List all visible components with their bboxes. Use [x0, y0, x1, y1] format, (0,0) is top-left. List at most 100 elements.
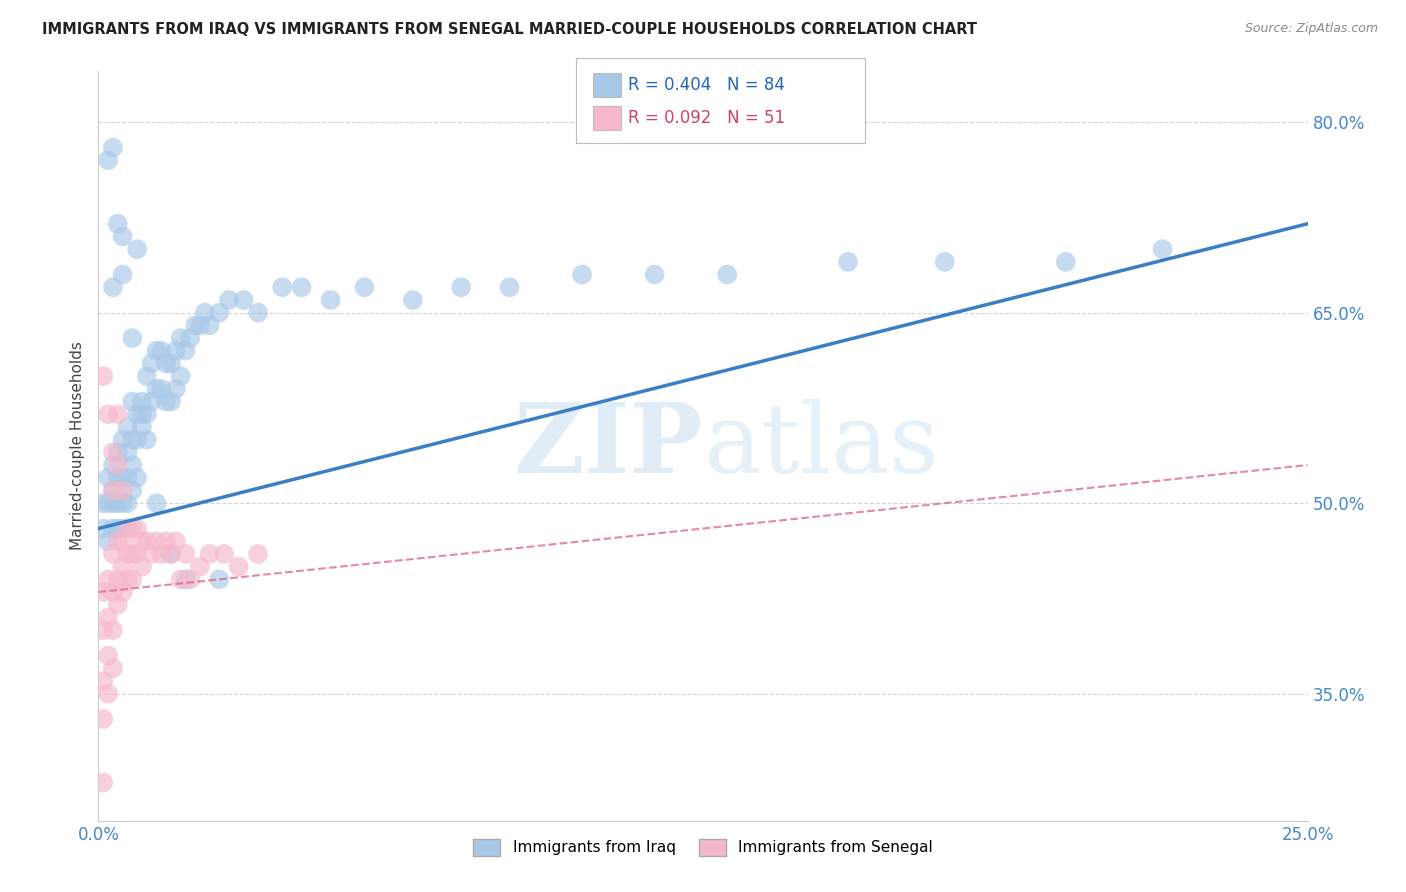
Point [127, 242, 149, 256]
Point [97, 572, 120, 586]
Point [174, 547, 197, 561]
Point [91, 775, 114, 789]
Point [97, 407, 120, 421]
Point [107, 534, 129, 549]
Point [107, 458, 129, 472]
Point [107, 217, 129, 231]
Point [97, 687, 120, 701]
Point [131, 394, 153, 409]
Point [101, 458, 124, 472]
Point [135, 433, 157, 447]
Point [127, 433, 149, 447]
Point [121, 572, 143, 586]
Point [121, 433, 143, 447]
Point [174, 572, 197, 586]
Point [131, 559, 153, 574]
Point [107, 471, 129, 485]
Text: R = 0.404   N = 84: R = 0.404 N = 84 [628, 76, 786, 94]
Point [131, 420, 153, 434]
Point [101, 547, 124, 561]
Point [1152, 242, 1174, 256]
Point [228, 559, 250, 574]
Point [101, 483, 124, 498]
Point [188, 318, 211, 333]
Point [135, 369, 157, 384]
Point [218, 293, 240, 307]
Point [247, 547, 270, 561]
Point [402, 293, 425, 307]
Point [101, 585, 124, 599]
Point [91, 369, 114, 384]
Point [131, 534, 153, 549]
Point [121, 394, 143, 409]
Point [150, 343, 173, 358]
Point [165, 382, 187, 396]
Point [271, 280, 294, 294]
Point [169, 369, 191, 384]
Point [135, 407, 157, 421]
Point [111, 471, 134, 485]
Point [121, 458, 143, 472]
Text: Source: ZipAtlas.com: Source: ZipAtlas.com [1244, 22, 1378, 36]
Text: ZIP: ZIP [513, 399, 703, 493]
Point [111, 483, 134, 498]
Point [127, 407, 149, 421]
Point [97, 153, 120, 168]
Point [169, 331, 191, 345]
Point [101, 623, 124, 637]
Point [165, 343, 187, 358]
Point [127, 471, 149, 485]
Point [498, 280, 520, 294]
Text: R = 0.092   N = 51: R = 0.092 N = 51 [628, 109, 786, 127]
Point [91, 623, 114, 637]
Text: IMMIGRANTS FROM IRAQ VS IMMIGRANTS FROM SENEGAL MARRIED-COUPLE HOUSEHOLDS CORREL: IMMIGRANTS FROM IRAQ VS IMMIGRANTS FROM … [42, 22, 977, 37]
Point [160, 547, 183, 561]
Point [1054, 255, 1077, 269]
Point [111, 559, 134, 574]
Point [117, 547, 139, 561]
Point [117, 572, 139, 586]
Point [107, 522, 129, 536]
Point [194, 306, 217, 320]
Point [644, 268, 666, 282]
Point [97, 471, 120, 485]
Point [107, 572, 129, 586]
Point [111, 522, 134, 536]
Point [353, 280, 375, 294]
Point [179, 331, 201, 345]
Point [117, 522, 139, 536]
Point [184, 318, 207, 333]
Point [716, 268, 738, 282]
Point [135, 534, 157, 549]
Point [450, 280, 472, 294]
Point [160, 394, 183, 409]
Point [121, 547, 143, 561]
Point [571, 268, 593, 282]
Point [107, 407, 129, 421]
Point [101, 522, 124, 536]
Point [150, 382, 173, 396]
Point [101, 280, 124, 294]
Point [145, 496, 167, 510]
Point [155, 394, 177, 409]
Point [155, 356, 177, 370]
Point [111, 433, 134, 447]
Point [127, 547, 149, 561]
Point [111, 268, 134, 282]
Point [232, 293, 254, 307]
Point [101, 445, 124, 459]
Point [121, 522, 143, 536]
Point [107, 598, 129, 612]
Point [188, 559, 211, 574]
Point [934, 255, 956, 269]
Point [121, 331, 143, 345]
Point [179, 572, 201, 586]
Point [198, 318, 221, 333]
Point [145, 534, 167, 549]
Point [117, 471, 139, 485]
Legend: Immigrants from Iraq, Immigrants from Senegal: Immigrants from Iraq, Immigrants from Se… [467, 833, 939, 862]
Point [107, 445, 129, 459]
Point [837, 255, 859, 269]
Point [247, 306, 270, 320]
Point [319, 293, 342, 307]
